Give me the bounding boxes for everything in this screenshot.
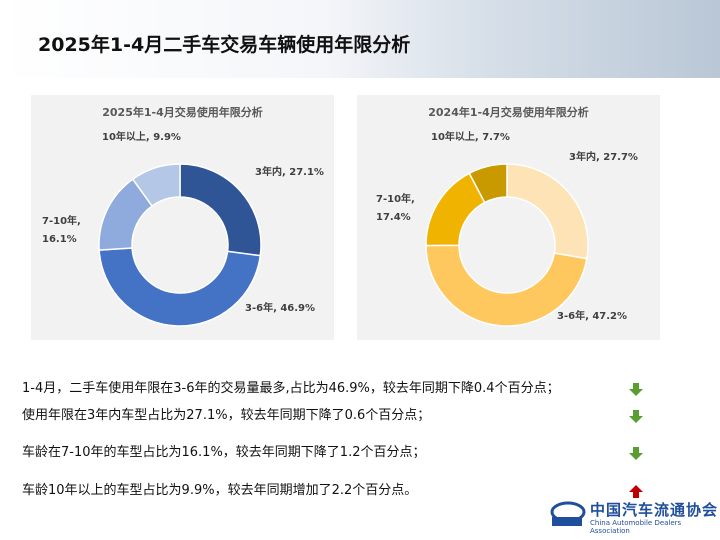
data-label: 3年内, 27.1%: [255, 167, 324, 178]
chart-title: 2025年1-4月交易使用年限分析: [102, 106, 263, 119]
trend-arrow: [629, 410, 643, 423]
trend-arrow: [629, 447, 643, 460]
note-text: 使用年限在3年内车型占比为27.1%，较去年同期下降了0.6个百分点；: [22, 408, 431, 423]
donut-slice: [425, 244, 588, 327]
trend-arrow: [629, 383, 643, 396]
slide-title: 2025年1-4月二手车交易车辆使用年限分析: [38, 34, 411, 56]
data-label: 3-6年, 46.9%: [245, 303, 316, 314]
chart-title: 2024年1-4月交易使用年限分析: [428, 106, 589, 119]
logo-english: China Automobile Dealers Association: [590, 519, 682, 535]
logo-icon: [550, 501, 586, 526]
donut-slice: [131, 163, 181, 208]
note-text: 车龄在7-10年的车型占比为16.1%，较去年同期下降了1.2个百分点；: [22, 445, 426, 460]
data-label: 7-10年, 17.4%: [376, 194, 415, 223]
donut-slice: [468, 163, 508, 204]
trend-arrow: [629, 485, 643, 498]
data-label: 3年内, 27.7%: [569, 152, 638, 163]
donut-slice: [506, 163, 589, 260]
logo-name: 中国汽车流通协会: [590, 501, 719, 519]
data-label: 7-10年, 16.1%: [42, 216, 81, 245]
header-band: [0, 0, 720, 78]
data-label: 10年以上, 7.7%: [431, 132, 510, 143]
donut-slice: [179, 163, 262, 257]
donut-slice: [98, 247, 262, 327]
note-text: 1-4月，二手车使用年限在3-6年的交易量最多,占比为46.9%，较去年同期下降…: [22, 381, 560, 396]
data-label: 10年以上, 9.9%: [102, 132, 181, 143]
data-label: 3-6年, 47.2%: [557, 311, 628, 322]
note-text: 车龄10年以上的车型占比为9.9%，较去年同期增加了2.2个百分点。: [22, 483, 418, 498]
